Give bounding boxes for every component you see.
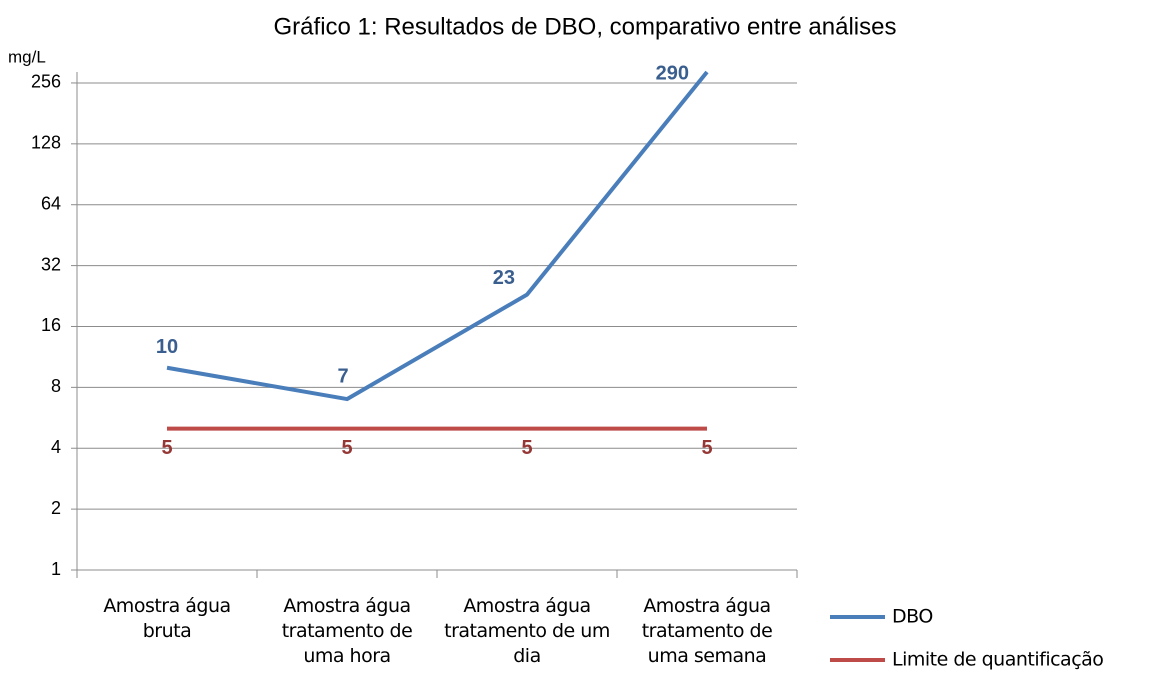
data-label: 5: [161, 437, 172, 459]
y-tick-label: 1: [51, 559, 61, 579]
y-tick-label: 16: [41, 315, 61, 335]
x-tick-label: Amostra água tratamento de uma semana: [641, 595, 773, 667]
x-tick-label: Amostra água tratamento de uma hora: [281, 595, 413, 667]
data-label: 5: [701, 437, 712, 459]
chart-title: Gráfico 1: Resultados de DBO, comparativ…: [274, 13, 897, 40]
y-tick-label: 8: [51, 376, 61, 396]
data-label: 290: [656, 62, 689, 84]
series-line: [166, 70, 709, 402]
y-tick-label: 32: [41, 254, 61, 274]
y-axis-label: mg/L: [8, 47, 46, 66]
legend-label: Limite de quantificação: [892, 649, 1103, 671]
y-tick-label: 4: [51, 437, 61, 457]
x-tick-label: Amostra água bruta: [103, 595, 231, 642]
data-label: 7: [337, 365, 348, 387]
data-label: 5: [341, 437, 352, 459]
legend-label: DBO: [892, 606, 933, 628]
y-tick-label: 64: [41, 193, 61, 213]
x-tick-label: Amostra água tratamento de um dia: [444, 595, 610, 667]
data-label: 10: [156, 336, 178, 358]
y-tick-label: 2: [51, 498, 61, 518]
y-tick-label: 256: [31, 72, 61, 92]
data-label: 5: [521, 437, 532, 459]
data-label: 23: [493, 267, 515, 289]
y-tick-label: 128: [31, 133, 61, 153]
